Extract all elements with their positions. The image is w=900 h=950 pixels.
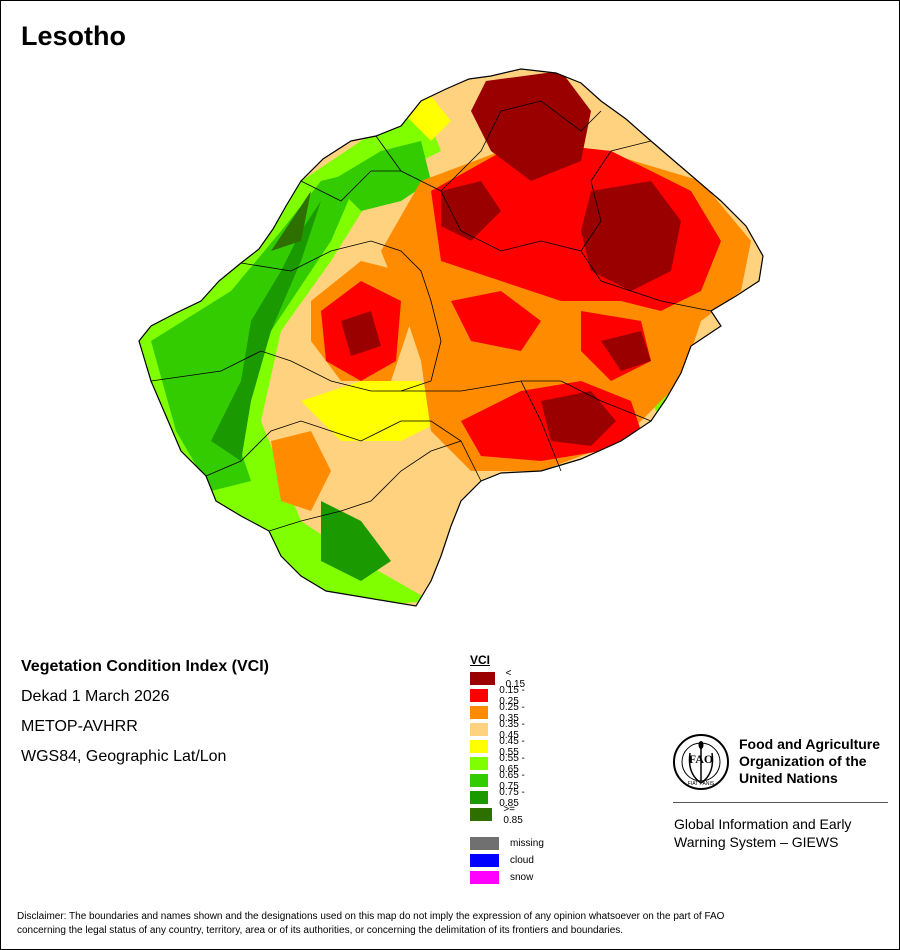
legend-label: 0.75 - 0.85	[499, 786, 525, 809]
legend-label: >= 0.85	[503, 803, 523, 826]
sensor: METOP-AVHRR	[21, 718, 138, 735]
legend-swatch	[470, 808, 493, 821]
legend-label: 0.35 - 0.45	[499, 718, 525, 741]
legend-item: 0.35 - 0.45	[470, 719, 529, 741]
country-boundary	[138, 68, 764, 607]
period: Dekad 1 March 2026	[21, 688, 170, 705]
legend-item: 0.15 - 0.25	[470, 685, 529, 707]
legend-label: 0.25 - 0.35	[499, 701, 525, 724]
vci-map	[138, 68, 764, 607]
legend-swatch	[470, 837, 499, 850]
legend-item: 0.65 - 0.75	[470, 770, 529, 792]
district-boundaries	[150, 100, 712, 532]
organization-name-line: Food and Agriculture	[739, 736, 881, 752]
program-name-line: Global Information and Early	[674, 816, 852, 832]
disclaimer-line: concerning the legal status of any count…	[17, 925, 624, 936]
legend-label: 0.65 - 0.75	[499, 769, 525, 792]
legend-item: cloud	[470, 854, 534, 867]
legend-label: 0.45 - 0.55	[499, 735, 525, 758]
vci-raster	[139, 69, 763, 606]
map-info: Vegetation Condition Index (VCI) Dekad 1…	[21, 657, 269, 777]
program-name: Global Information and Early Warning Sys…	[674, 815, 894, 851]
projection: WGS84, Geographic Lat/Lon	[21, 748, 227, 765]
legend-label: missing	[510, 838, 544, 849]
fao-logo-text: FAO	[689, 752, 713, 766]
fao-logo-motto: FIAT PANIS	[688, 781, 715, 787]
index-name: Vegetation Condition Index (VCI)	[21, 658, 269, 675]
legend-item: snow	[470, 871, 533, 884]
legend-label: 0.55 - 0.65	[499, 752, 525, 775]
legend-swatch	[470, 740, 489, 753]
legend: VCI < 0.15 0.15 - 0.25 0.25 - 0.35 0.35 …	[470, 653, 544, 884]
legend-label: 0.15 - 0.25	[499, 684, 525, 707]
disclaimer: Disclaimer: The boundaries and names sho…	[17, 910, 887, 938]
legend-label: < 0.15	[505, 667, 526, 690]
legend-item: missing	[470, 837, 544, 850]
legend-swatch	[470, 757, 489, 770]
legend-label: snow	[510, 872, 534, 883]
legend-swatch	[470, 774, 489, 787]
legend-title: VCI	[470, 653, 491, 667]
legend-swatch	[470, 672, 495, 685]
legend-item: < 0.15	[470, 668, 529, 690]
organization-name-line: United Nations	[739, 770, 838, 786]
legend-item: 0.45 - 0.55	[470, 736, 529, 758]
legend-swatch	[470, 689, 489, 702]
map-title: Lesotho	[21, 21, 126, 51]
legend-item: 0.75 - 0.85	[470, 787, 529, 809]
program-name-line: Warning System – GIEWS	[674, 834, 839, 850]
legend-swatch	[470, 706, 489, 719]
legend-label: cloud	[510, 855, 534, 866]
organization-name-line: Organization of the	[739, 753, 867, 769]
organization-name: Food and Agriculture Organization of the…	[739, 736, 889, 787]
legend-swatch	[470, 791, 489, 804]
legend-item: >= 0.85	[470, 804, 529, 826]
divider	[673, 802, 888, 803]
legend-swatch	[470, 854, 499, 867]
legend-swatch	[470, 723, 489, 736]
fao-logo-icon: FAO FIAT PANIS	[673, 734, 729, 790]
legend-item: 0.55 - 0.65	[470, 753, 529, 775]
legend-item: 0.25 - 0.35	[470, 702, 529, 724]
disclaimer-line: Disclaimer: The boundaries and names sho…	[17, 911, 725, 922]
legend-swatch	[470, 871, 499, 884]
